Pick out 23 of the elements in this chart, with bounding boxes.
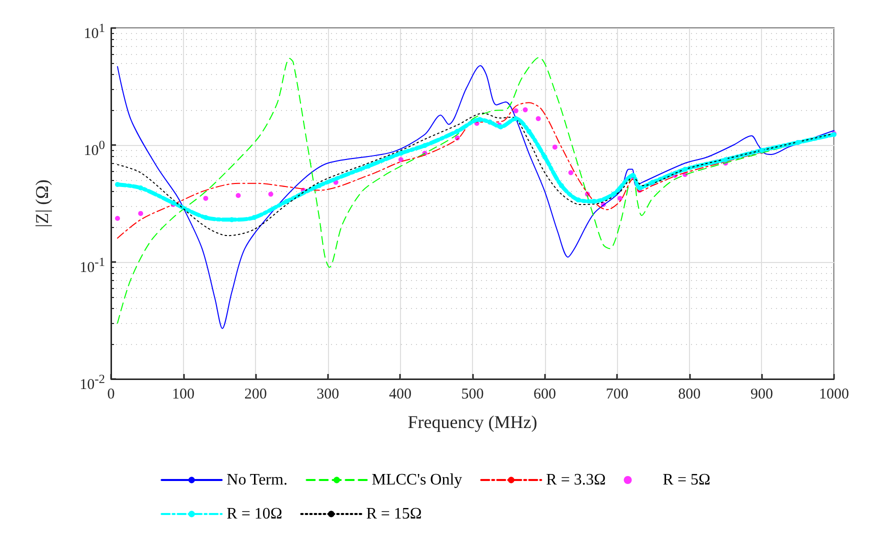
legend-label: R = 3.3Ω [546, 472, 606, 488]
legend-label: No Term. [226, 472, 288, 488]
legend-label: R = 15Ω [366, 506, 422, 522]
y-tick-label: 10$^{1}$ [84, 20, 105, 42]
y-tick-label: 10$^{-2}$ [80, 371, 105, 393]
x-tick-label: 900 [750, 386, 773, 402]
x-tick-label: 0 [107, 386, 115, 402]
legend-label: R = 10Ω [226, 506, 282, 522]
y-tick-label: 10$^{0}$ [84, 137, 105, 159]
x-tick-label: 800 [678, 386, 701, 402]
x-tick-label: 600 [534, 386, 556, 402]
legend-label: R = 5Ω [662, 472, 710, 488]
x-tick-label: 100 [172, 386, 195, 402]
x-tick-label: 300 [316, 386, 340, 402]
x-tick-label: 200 [244, 386, 267, 402]
x-axis-title: Frequency (MHz) [408, 412, 538, 432]
x-tick-label: 500 [461, 386, 484, 402]
x-tick-label: 700 [606, 386, 628, 402]
y-axis-title: |Z| (Ω) [32, 179, 52, 228]
legend-label: MLCC's Only [372, 472, 462, 488]
x-tick-label: 400 [388, 386, 412, 402]
x-tick-label: 1000 [819, 386, 849, 402]
y-tick-label: 10$^{-1}$ [80, 254, 105, 276]
